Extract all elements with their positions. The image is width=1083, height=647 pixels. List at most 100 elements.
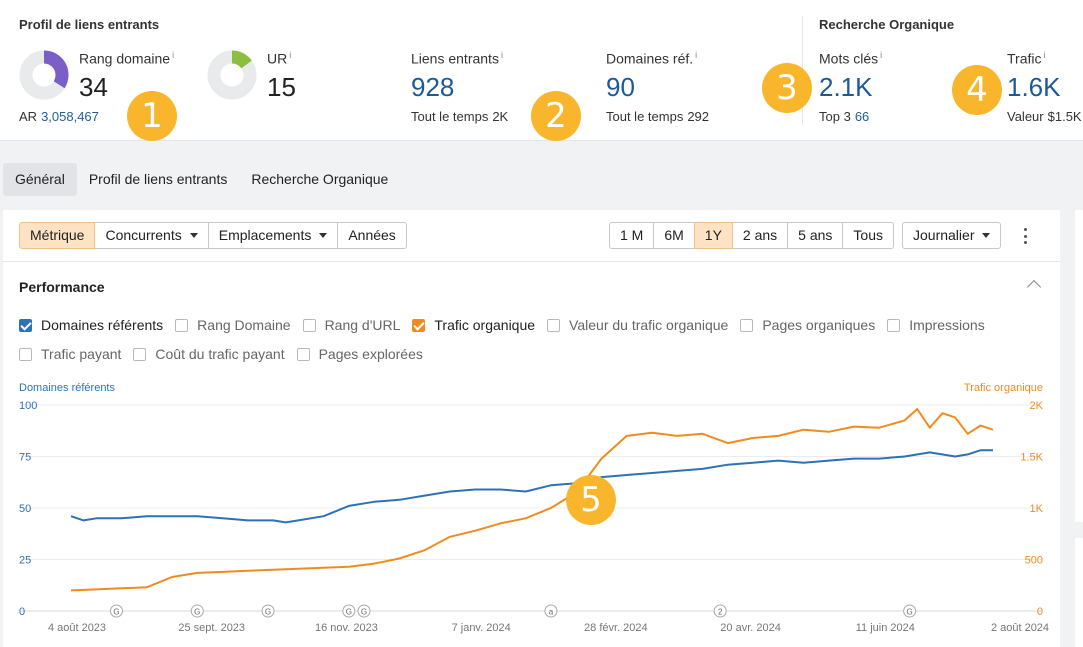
backlinks-all-time: Tout le temps 2K [411, 109, 509, 124]
tab-organic-search[interactable]: Recherche Organique [251, 171, 389, 187]
annotation-marker[interactable] [357, 604, 371, 618]
right-tick-label: 2K [1030, 400, 1044, 412]
left-tick-label: 50 [19, 503, 31, 515]
annotation-marker[interactable] [903, 604, 917, 618]
info-icon[interactable]: i [880, 50, 883, 60]
info-icon[interactable]: i [500, 50, 503, 60]
keywords-top3: Top 3 66 [819, 109, 870, 124]
x-tick-label: 16 nov. 2023 [315, 622, 378, 634]
annotation-badge-4: 4 [952, 65, 1002, 115]
metric-checkboxes-row-2: Trafic payant Coût du trafic payant Page… [19, 346, 435, 362]
checkbox-organic-traffic[interactable]: Trafic organique [412, 317, 535, 333]
tab-general[interactable]: Général [3, 163, 77, 196]
traffic-value[interactable]: 1.6K [1007, 72, 1061, 102]
left-tick-label: 75 [19, 452, 31, 464]
domain-rating-donut [19, 50, 69, 100]
annotation-marker[interactable] [109, 604, 123, 618]
range-all-button[interactable]: Tous [842, 222, 894, 249]
info-icon[interactable]: i [289, 50, 292, 60]
x-tick-label: 28 févr. 2024 [584, 622, 648, 634]
range-2y-button[interactable]: 2 ans [731, 222, 789, 249]
annotation-label: G [346, 608, 352, 617]
series-line[interactable] [70, 408, 994, 592]
ahrefs-rank-link[interactable]: 3,058,467 [41, 109, 99, 124]
domain-rating-label[interactable]: Rang domaine i [79, 50, 175, 67]
years-button[interactable]: Années [337, 222, 407, 249]
ref-domains-label[interactable]: Domaines réf. i [606, 50, 698, 67]
checkbox-box[interactable] [302, 318, 316, 332]
overview-card: Métrique Concurrents Emplacements Années… [3, 210, 1060, 647]
url-rating-donut [207, 50, 257, 100]
tab-backlink-profile[interactable]: Profil de liens entrants [88, 171, 228, 187]
tab-bar: Général Profil de liens entrants Recherc… [3, 163, 400, 196]
info-icon[interactable]: i [172, 50, 175, 60]
checkbox-box[interactable] [175, 318, 189, 332]
metrics-button[interactable]: Métrique [19, 222, 96, 249]
checkbox-box[interactable] [887, 318, 901, 332]
chevron-up-icon[interactable] [1026, 279, 1042, 295]
traffic-label[interactable]: Trafic i [1007, 50, 1046, 67]
annotation-badge-1: 1 [127, 91, 177, 141]
view-mode-group: Métrique Concurrents Emplacements Années [19, 222, 407, 249]
range-6m-button[interactable]: 6M [653, 222, 695, 249]
annotation-label: G [361, 608, 367, 617]
annotation-label: 2 [718, 608, 723, 617]
checkbox-box[interactable] [412, 318, 426, 332]
checkbox-organic-pages[interactable]: Pages organiques [740, 317, 875, 333]
info-icon[interactable]: i [1043, 50, 1046, 60]
ref-domains-value[interactable]: 90 [606, 72, 635, 102]
left-tick-label: 100 [19, 400, 37, 412]
annotation-label: G [113, 608, 119, 617]
info-icon[interactable]: i [695, 50, 698, 60]
keywords-value[interactable]: 2.1K [819, 72, 873, 102]
left-tick-label: 25 [19, 555, 31, 567]
annotation-marker[interactable] [342, 604, 356, 618]
backlinks-label[interactable]: Liens entrants i [411, 50, 503, 67]
range-1m-button[interactable]: 1 M [609, 222, 655, 249]
performance-chart[interactable]: Domaines référents Trafic organique 0 025… [3, 375, 1060, 647]
checkbox-paid-traffic[interactable]: Trafic payant [19, 346, 121, 362]
caret-down-icon [319, 233, 328, 238]
annotation-marker[interactable] [190, 604, 204, 618]
series-line[interactable] [70, 449, 993, 524]
interval-dropdown[interactable]: Journalier [902, 222, 1002, 249]
left-axis-title: Domaines référents [19, 382, 115, 394]
top3-link[interactable]: 66 [854, 109, 870, 124]
checkbox-domain-rating[interactable]: Rang Domaine [175, 317, 291, 333]
checkbox-referring-domains[interactable]: Domaines référents [19, 317, 163, 333]
side-panel [1075, 210, 1083, 522]
checkbox-box[interactable] [19, 347, 32, 361]
right-tick-label: 1.5K [1020, 452, 1043, 464]
keywords-label[interactable]: Mots clés i [819, 50, 883, 67]
annotation-marker[interactable] [544, 604, 558, 618]
annotation-label: G [265, 608, 271, 617]
locations-dropdown[interactable]: Emplacements [207, 222, 339, 249]
more-options-icon[interactable] [1019, 227, 1031, 245]
url-rating-label[interactable]: UR i [267, 50, 292, 67]
x-tick-label: 25 sept. 2023 [178, 622, 245, 634]
x-tick-label: 2 août 2024 [991, 622, 1049, 634]
checkbox-url-rating[interactable]: Rang d'URL [302, 317, 400, 333]
right-tick-label: 500 [1025, 555, 1043, 567]
annotation-label: a [549, 608, 554, 617]
annotation-marker[interactable] [713, 604, 727, 618]
annotation-marker[interactable] [261, 604, 275, 618]
chart-toolbar: Métrique Concurrents Emplacements Années… [3, 210, 1060, 262]
annotation-badge-2: 2 [531, 91, 581, 141]
checkbox-box[interactable] [296, 347, 310, 361]
range-5y-button[interactable]: 5 ans [787, 222, 844, 249]
competitors-dropdown[interactable]: Concurrents [94, 222, 209, 249]
backlinks-value[interactable]: 928 [411, 72, 455, 102]
range-1y-button[interactable]: 1Y [693, 222, 733, 249]
checkbox-box[interactable] [740, 318, 754, 332]
checkbox-box[interactable] [133, 347, 147, 361]
checkbox-box[interactable] [19, 318, 32, 332]
checkbox-crawled-pages[interactable]: Pages explorées [296, 346, 423, 362]
checkbox-organic-traffic-value[interactable]: Valeur du trafic organique [547, 317, 728, 333]
organic-search-title: Recherche Organique [819, 17, 955, 32]
metric-checkboxes-row-1: Domaines référents Rang Domaine Rang d'U… [19, 317, 997, 333]
checkbox-paid-traffic-cost[interactable]: Coût du trafic payant [133, 346, 285, 362]
checkbox-impressions[interactable]: Impressions [887, 317, 985, 333]
ahrefs-rank: AR 3,058,467 [19, 109, 99, 124]
checkbox-box[interactable] [547, 318, 561, 332]
